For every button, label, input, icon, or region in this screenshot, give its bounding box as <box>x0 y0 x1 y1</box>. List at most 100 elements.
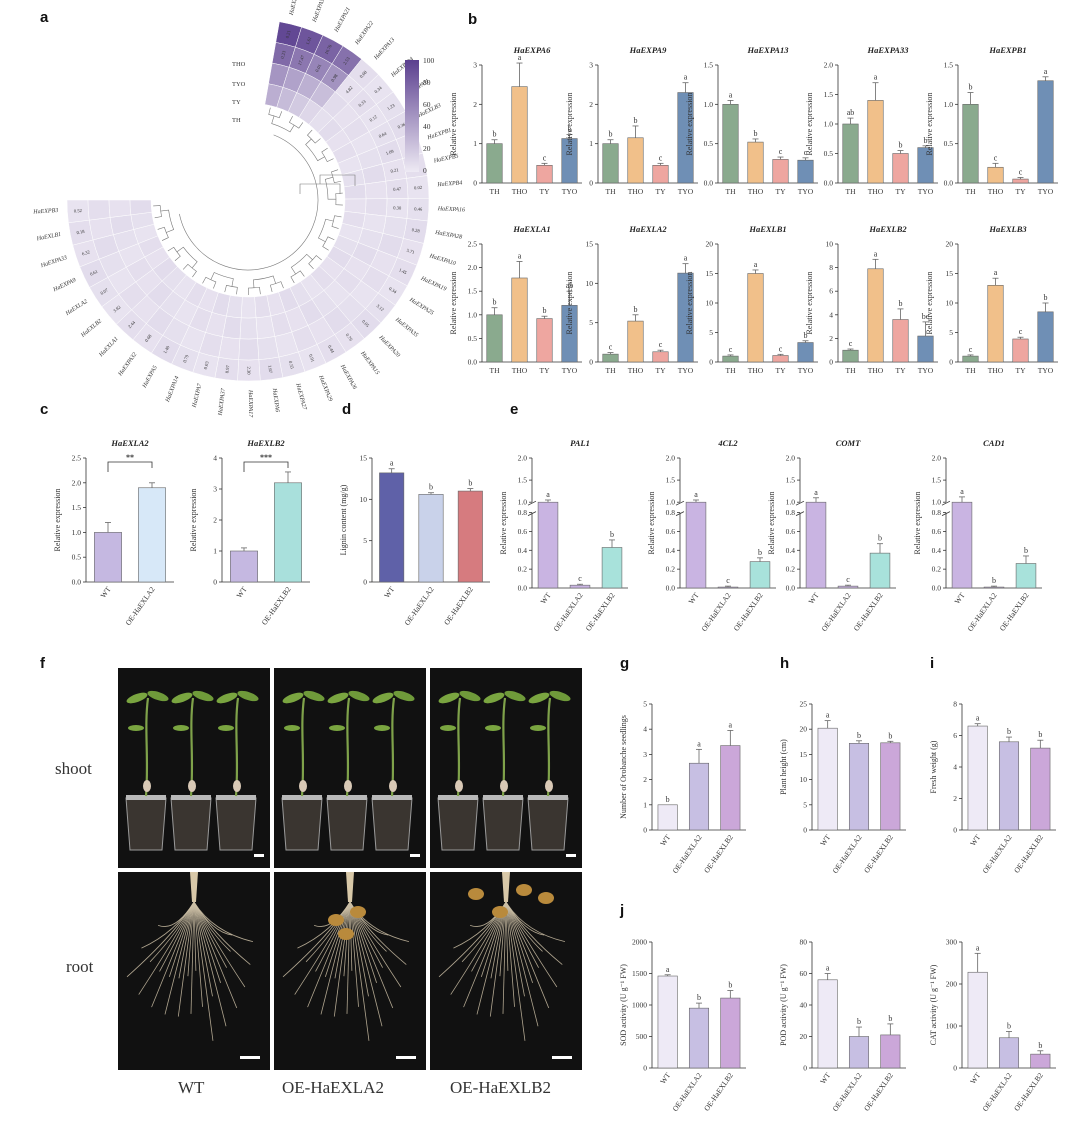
heatmap-value: 2.53 <box>342 56 351 66</box>
x-tick-label: TYO <box>918 187 934 196</box>
legend-tick-0: 0 <box>423 166 427 175</box>
significance-letter: b <box>992 576 996 585</box>
root-crown <box>346 872 354 902</box>
bar-WT <box>967 725 988 831</box>
bar-OE-HaEXLA2 <box>837 585 859 589</box>
y-axis-label: SOD activity (U g⁻¹ FW) <box>619 964 628 1046</box>
x-tick-label: TY <box>540 187 551 196</box>
y-tick-label: 10 <box>946 299 954 308</box>
heatmap-value: 0.55 <box>288 360 295 370</box>
bar-TY <box>1012 178 1029 184</box>
x-tick-label: WT <box>818 833 832 848</box>
y-tick-label: 1 <box>473 139 477 148</box>
bar-TY <box>892 153 909 184</box>
heatmap-cell <box>240 296 257 319</box>
chart-title: CAD1 <box>983 438 1005 448</box>
heatmap-value: 16.70 <box>324 43 334 55</box>
significance-letter: c <box>578 574 582 583</box>
y-tick-label: 100 <box>946 1022 958 1031</box>
gene-label: HaEXPB5 <box>432 154 459 165</box>
pot <box>527 797 569 851</box>
significance-letter: b <box>758 548 762 557</box>
bar-WT <box>537 501 559 589</box>
y-axis-label: Relative expression <box>805 93 814 156</box>
y-tick-label: 0.0 <box>666 584 676 593</box>
y-tick-label: 0 <box>803 1064 807 1073</box>
heatmap-cell <box>87 199 111 221</box>
heatmap-cell <box>129 199 153 216</box>
y-tick-label: 15 <box>946 269 954 278</box>
orobanche-tubercle <box>516 884 532 896</box>
leaf <box>237 690 259 702</box>
x-tick-label: TH <box>726 366 737 375</box>
significance-letter: b <box>493 130 497 139</box>
bar-TYO <box>797 159 814 184</box>
chart-title: HaEXLA2 <box>110 438 149 448</box>
bar-OE-HaEXLA2 <box>848 1036 870 1069</box>
root-strand <box>349 901 359 1007</box>
y-tick-label: 0.2 <box>518 565 528 574</box>
x-tick-label: TH <box>966 366 977 375</box>
x-tick-label: OE-HaEXLB2 <box>702 833 735 875</box>
plant-photographs: shoot root WT OE-HaEXLA2 OE-HaEXLB2 <box>55 668 582 1097</box>
heatmap-value: 0.46 <box>414 206 423 211</box>
bar-WT <box>94 532 122 583</box>
cotyledon <box>329 725 345 731</box>
heatmap-value: 5.71 <box>406 248 416 255</box>
y-axis-label: Relative expression <box>449 272 458 335</box>
dendrogram-branch <box>290 253 313 275</box>
significance-letter: b <box>1038 1041 1042 1050</box>
y-axis-label: Plant height (cm) <box>779 739 788 795</box>
significance-letter: c <box>1019 327 1023 336</box>
y-axis-label: Relative expression <box>685 93 694 156</box>
y-tick-label: 8 <box>953 700 957 709</box>
heatmap-value: 0.12 <box>369 114 379 123</box>
gene-label: HaEXPA21 <box>333 6 352 34</box>
significance-letter: b <box>1038 730 1042 739</box>
gene-label: HaEXPA13 <box>373 37 396 62</box>
bar-THO <box>511 277 528 363</box>
bar-OE-HaEXLA2 <box>717 586 739 589</box>
pot-rim <box>372 795 412 800</box>
pot-rim <box>126 795 166 800</box>
significance-letter: b <box>899 299 903 308</box>
heatmap-value: 2.30 <box>246 366 251 375</box>
row-label-root: root <box>66 957 94 976</box>
dendrogram-branch <box>248 286 261 296</box>
significance-letter: a <box>729 90 733 99</box>
heatmap-value: 4.82 <box>344 85 354 95</box>
pot <box>281 797 323 851</box>
x-tick-label: WT <box>953 591 967 606</box>
x-tick-label: WT <box>818 1071 832 1086</box>
significance-letter: c <box>779 344 783 353</box>
gene-label: HaEXPA7 <box>191 382 203 409</box>
leaf <box>549 690 571 702</box>
heatmap-value: 0.07 <box>99 287 109 296</box>
axis-break-mark <box>795 511 805 516</box>
x-tick-label: THO <box>988 187 1004 196</box>
y-tick-label: 80 <box>800 938 808 947</box>
y-tick-label: 2000 <box>632 938 647 947</box>
heatmap-value: 0.21 <box>285 29 292 39</box>
panel-letter-d: d <box>342 401 351 418</box>
chart-b-HaEXLB1: HaEXLB1 Relative expression 0 5 10 15 20 c TH a TH… <box>685 224 818 375</box>
bar-TH <box>962 355 979 363</box>
heatmap-value: 1.61 <box>305 35 313 45</box>
root-strand <box>190 901 195 1014</box>
chart-title: HaEXLA2 <box>628 224 667 234</box>
bar-TY <box>652 351 669 363</box>
bar-THO <box>987 284 1004 363</box>
y-axis-label: Relative expression <box>913 492 922 555</box>
significance-letter: c <box>726 576 730 585</box>
y-tick-label: 2.0 <box>824 61 834 70</box>
y-tick-label: 0.5 <box>944 139 954 148</box>
x-tick-label: OE-HaEXLB2 <box>260 585 293 627</box>
y-tick-label: 1 <box>589 139 593 148</box>
shoot-photo <box>118 668 270 868</box>
heatmap-value: 0.05 <box>361 319 371 329</box>
chart-c-HaEXLA2: HaEXLA2 Relative expression 0.0 0.5 1.0 1.5 2.… <box>53 438 174 627</box>
leaf <box>483 692 505 704</box>
y-tick-label: 10 <box>800 775 808 784</box>
significance-letter: b <box>969 83 973 92</box>
